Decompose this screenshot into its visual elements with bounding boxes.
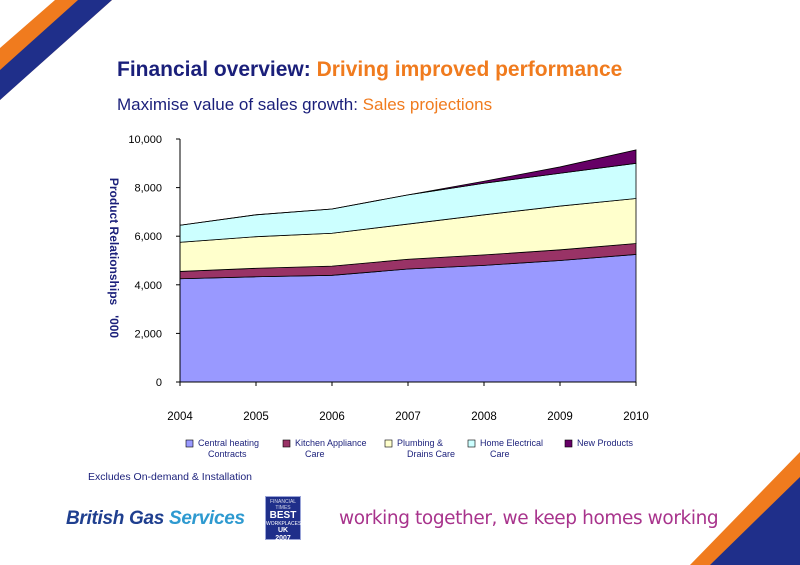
legend-label-1: Kitchen Appliance Care: [295, 438, 367, 459]
subtitle-main: Maximise value of sales growth:: [117, 95, 363, 114]
x-tick-label-2: 2006: [319, 411, 345, 423]
legend-swatch-1: [282, 439, 291, 448]
y-tick-label-2: 4,000: [134, 280, 162, 292]
brand-main: British Gas: [66, 508, 170, 529]
y-axis-label: Product Relationships '000: [107, 178, 121, 339]
legend-swatch-2: [384, 439, 393, 448]
x-tick-label-4: 2008: [471, 411, 497, 423]
badge-line1: FINANCIAL TIMES: [269, 499, 297, 511]
title-main: Financial overview:: [117, 58, 317, 81]
legend-swatch-4: [564, 439, 573, 448]
best-workplaces-badge: FINANCIAL TIMES BEST WORKPLACES UK 2007: [265, 496, 302, 542]
legend-swatch-3: [467, 439, 476, 448]
badge-line5: 2007: [275, 535, 291, 542]
legend-label-2: Plumbing & Drains Care: [397, 438, 455, 459]
page-title: Financial overview: Driving improved per…: [117, 58, 622, 82]
brand-accent: Services: [169, 508, 245, 529]
area-series-4: [179, 149, 637, 226]
legend-label-3: Home Electrical Care: [480, 438, 543, 459]
page-subtitle: Maximise value of sales growth: Sales pr…: [117, 95, 492, 115]
badge-line2: BEST: [269, 510, 297, 521]
x-tick-label-6: 2010: [623, 411, 649, 423]
y-tick-label-0: 0: [156, 377, 162, 389]
x-tick-label-1: 2005: [243, 411, 269, 423]
legend-swatch-0: [185, 439, 194, 448]
footnote: Excludes On-demand & Installation: [88, 471, 253, 483]
y-tick-label-3: 6,000: [134, 231, 162, 243]
subtitle-accent: Sales projections: [362, 95, 493, 114]
x-tick-label-0: 2004: [167, 411, 193, 423]
top-left-corner-decoration: [0, 0, 112, 100]
y-tick-label-4: 8,000: [134, 183, 162, 195]
bottom-right-corner-decoration: [690, 452, 800, 565]
british-gas-services-logo: British Gas Services: [66, 508, 245, 530]
y-tick-label-1: 2,000: [134, 328, 162, 340]
title-accent: Driving improved performance: [316, 58, 623, 81]
y-tick-label-5: 10,000: [128, 134, 162, 146]
legend-label-0: Central heating Contracts: [198, 438, 259, 459]
tagline: working together, we keep homes working: [339, 508, 719, 529]
x-tick-label-5: 2009: [547, 411, 573, 423]
badge-line4: UK: [277, 527, 289, 534]
badge-line3: WORKPLACES: [266, 521, 302, 527]
legend-label-4: New Products: [577, 438, 634, 448]
x-tick-label-3: 2007: [395, 411, 421, 423]
